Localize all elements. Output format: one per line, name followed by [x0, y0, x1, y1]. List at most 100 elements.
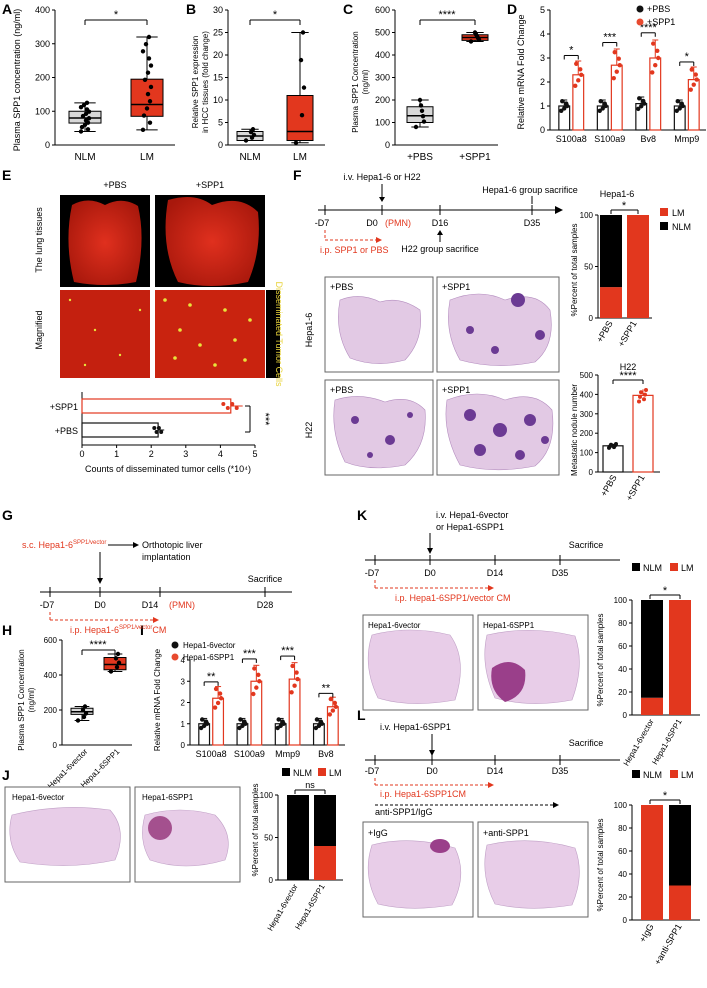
panel-d: Relative mRNA Fold Change 0 1 2 3 4 5 * S100a8…: [516, 4, 706, 144]
panel-h-ylabel-line2: (ng/ml): [27, 687, 36, 712]
bar-point: [238, 717, 243, 722]
panel-a-ylabel: Plasma SPP1 concentration (ng/ml): [12, 9, 22, 152]
y-tick-label: 0: [385, 140, 390, 150]
y-tick-label: 0: [45, 140, 50, 150]
y-tick-label: 300: [35, 39, 50, 49]
panel-f-img-2: +SPP1: [442, 282, 470, 292]
tumor-cell-dot: [93, 328, 97, 332]
y-tick-label: 600: [44, 636, 58, 645]
bar-point: [327, 712, 333, 717]
bar-point: [290, 663, 295, 669]
y-tick-label: 300: [375, 73, 390, 83]
bar-point: [252, 666, 257, 671]
stack-+IgG-LM: [641, 805, 663, 920]
panel-g-sc: s.c. Hepa1-6SPP1/vector: [22, 540, 106, 550]
panel-letter-d: D: [507, 1, 517, 17]
panel-f-bar-group-2: +SPP1: [616, 319, 639, 348]
panel-b-group-2: LM: [293, 152, 307, 163]
panel-c: Plasma SPP1 Concentration (ng/ml) 0 100 20…: [351, 5, 498, 163]
box-point: [147, 99, 153, 104]
panel-j-ylabel: %Percent of total samples: [251, 784, 260, 877]
y-tick-label: 40: [618, 665, 627, 674]
box-point: [82, 704, 88, 709]
box-point: [148, 63, 154, 68]
y-tick-label: 100: [614, 596, 628, 605]
panel-f-bar-group-1: +PBS: [594, 319, 614, 344]
sig-label: ***: [281, 645, 295, 657]
panel-k-legend-lm-swatch: [670, 563, 678, 571]
stack-+SPP1-LM: [627, 215, 649, 318]
panel-k-group-2: Hepa1-6SPP1: [650, 717, 684, 766]
panel-d-legend-dot-pbs: [636, 5, 644, 13]
panel-e: +PBS +SPP1 The lung tissues Magnified Di…: [34, 180, 284, 474]
panel-k-sig: *: [663, 585, 668, 597]
y-tick-label: 200: [44, 706, 58, 715]
y-tick-label: 60: [618, 847, 627, 856]
bar-point: [612, 50, 617, 55]
category-label: Bv8: [640, 134, 656, 144]
box-point: [80, 707, 86, 713]
y-tick-label: 500: [580, 371, 594, 380]
panel-c-group-1: +PBS: [407, 152, 433, 163]
panel-letter-k: K: [357, 507, 367, 523]
category-label: Mmp9: [674, 134, 699, 144]
panel-j-group-2: Hepa1-6SPP1: [293, 882, 327, 931]
bar-point: [314, 717, 320, 722]
tumor-cell-dot: [178, 328, 182, 332]
box-point: [116, 660, 122, 665]
y-tick-label: 100: [35, 106, 50, 116]
y-tick-label: 200: [580, 429, 594, 438]
bar-point: [639, 390, 643, 395]
panel-k-legend-nlm-swatch: [632, 563, 640, 571]
bar-point: [217, 691, 223, 696]
panel-e-col1: +PBS: [103, 180, 126, 190]
tumor-cell-dot: [213, 363, 217, 367]
panel-e-xlabel: Counts of disseminated tumor cells (*10⁴…: [85, 464, 251, 474]
tumor-cell-dot: [243, 358, 247, 362]
y-tick-label: 0: [589, 468, 594, 477]
bar-point: [560, 99, 565, 104]
tumor-cell-dot: [68, 298, 72, 302]
box-point: [145, 91, 151, 97]
bar-point: [675, 99, 680, 104]
panel-c-ylabel-line1: Plasma SPP1 Concentration: [351, 31, 360, 132]
bar-point: [294, 670, 299, 675]
bar-point: [333, 704, 339, 709]
bar-point: [655, 48, 660, 53]
bar-point: [642, 397, 646, 402]
panel-letter-j: J: [2, 767, 10, 783]
box-point: [114, 664, 120, 670]
panel-l-legend-nlm-swatch: [632, 770, 640, 778]
panel-j-img-1: Hepa1-6vector: [12, 793, 65, 802]
bar-S100a8-1: [572, 74, 585, 131]
box-point: [421, 119, 427, 124]
panel-e-row1: The lung tissues: [34, 207, 44, 273]
category-label: S100a9: [594, 134, 625, 144]
panel-j-legend-nlm: NLM: [293, 768, 312, 778]
stack-+anti-SPP1-LM: [669, 885, 691, 920]
panel-e-row2: Magnified: [34, 310, 44, 349]
panel-g-tp-d14: D14: [142, 600, 159, 610]
stack-Hepa1-6vector-NLM: [287, 795, 309, 880]
panel-l-sac: Sacrifice: [569, 738, 604, 748]
bar-point: [221, 402, 226, 406]
y-tick-label: 400: [580, 390, 594, 399]
tumor-cell-dot: [233, 338, 237, 342]
panel-l-group-2: +anti-SPP1: [652, 922, 684, 967]
panel-a-sig: *: [114, 9, 119, 21]
panel-l-iv: i.v. Hepa1-6SPP1: [380, 722, 451, 732]
sig-label: ****: [640, 22, 658, 34]
bar-point: [614, 441, 618, 446]
bar-S100a9-1: [250, 680, 263, 746]
bar-point: [256, 672, 261, 678]
bar-point: [213, 686, 219, 692]
panel-f-tp-d7: -D7: [315, 218, 330, 228]
bar-+PBS: [602, 445, 624, 473]
bar-point: [154, 430, 159, 434]
y-tick-label: 20: [618, 688, 627, 697]
panel-g: s.c. Hepa1-6SPP1/vector Orthotopic liver…: [22, 540, 292, 635]
bar-point: [156, 426, 161, 430]
panel-h-ylabel-line1: Plasma SPP1 Concentration: [17, 649, 26, 750]
box-point: [83, 118, 89, 123]
bar-point: [694, 77, 699, 82]
